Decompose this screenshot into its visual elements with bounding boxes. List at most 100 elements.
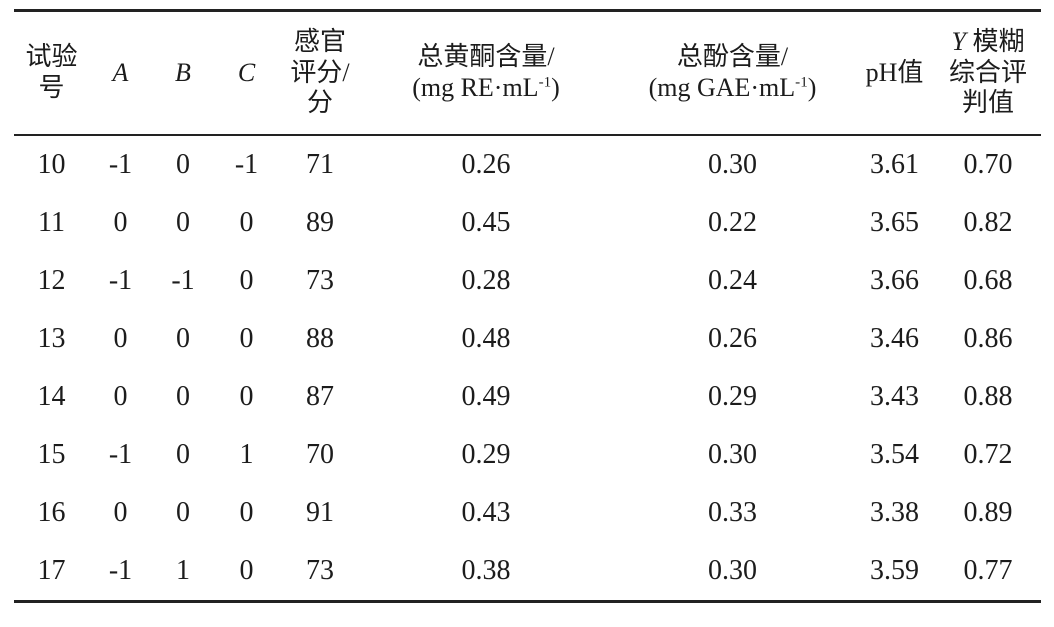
cell-factor-a: -1 xyxy=(108,555,133,586)
cell-flavonoid: 0.38 xyxy=(461,555,511,586)
cell-y-fuzzy: 0.70 xyxy=(963,149,1013,180)
col-header-factor-a: A xyxy=(89,10,152,136)
cell-y-fuzzy: 0.72 xyxy=(963,439,1013,470)
cell-test-no: 10 xyxy=(37,149,66,180)
cell-test-no: 12 xyxy=(37,265,66,296)
cell-factor-a: 0 xyxy=(113,207,128,238)
col-header-sensory-score: 感官 评分/ 分 xyxy=(279,10,361,136)
cell-flavonoid: 0.43 xyxy=(461,497,511,528)
cell-phenol: 0.29 xyxy=(708,381,757,412)
table-row: 14 0 0 0 87 0.49 0.29 3.43 0.88 xyxy=(14,368,1041,426)
col-header-y-fuzzy-label: Y 模糊 综合评 判值 xyxy=(948,26,1027,118)
flavonoid-unit-exponent: -1 xyxy=(538,74,552,91)
col-header-test-no: 试验 号 xyxy=(14,10,89,136)
cell-phenol: 0.30 xyxy=(708,149,757,180)
cell-test-no: 14 xyxy=(37,381,66,412)
col-header-flavonoid-unit: (mg RE·mL-1) xyxy=(412,73,560,102)
cell-factor-c: 0 xyxy=(239,323,254,354)
table-row: 13 0 0 0 88 0.48 0.26 3.46 0.86 xyxy=(14,310,1041,368)
cell-factor-a: 0 xyxy=(113,323,128,354)
cell-flavonoid: 0.26 xyxy=(461,149,511,180)
phenol-unit-exponent: -1 xyxy=(795,74,808,91)
table-row: 17 -1 1 0 73 0.38 0.30 3.59 0.77 xyxy=(14,542,1041,602)
cell-sensory-score: 70 xyxy=(306,439,334,470)
cell-test-no: 15 xyxy=(37,439,66,470)
cell-factor-a: -1 xyxy=(108,439,133,470)
table-row: 11 0 0 0 89 0.45 0.22 3.65 0.82 xyxy=(14,194,1041,252)
cell-factor-a: -1 xyxy=(108,265,133,296)
cell-ph: 3.65 xyxy=(870,207,919,238)
col-header-y-fuzzy: Y 模糊 综合评 判值 xyxy=(935,10,1041,136)
cell-y-fuzzy: 0.77 xyxy=(963,555,1013,586)
y-symbol: Y xyxy=(951,26,966,56)
table-row: 12 -1 -1 0 73 0.28 0.24 3.66 0.68 xyxy=(14,252,1041,310)
header-row: 试验 号 A B C 感官 评分/ 分 总黄酮含量/ (mg RE·mL-1) xyxy=(14,10,1041,136)
cell-flavonoid: 0.28 xyxy=(461,265,511,296)
cell-factor-c: 1 xyxy=(239,439,254,470)
cell-factor-c: 0 xyxy=(239,265,254,296)
cell-flavonoid: 0.49 xyxy=(461,381,511,412)
cell-ph: 3.61 xyxy=(870,149,919,180)
cell-factor-b: 0 xyxy=(176,381,190,412)
cell-test-no: 16 xyxy=(37,497,66,528)
cell-sensory-score: 87 xyxy=(306,381,334,412)
cell-sensory-score: 89 xyxy=(306,207,334,238)
cell-phenol: 0.33 xyxy=(708,497,757,528)
cell-factor-c: 0 xyxy=(239,497,254,528)
cell-ph: 3.66 xyxy=(870,265,919,296)
cell-y-fuzzy: 0.88 xyxy=(963,381,1013,412)
col-header-flavonoid-name: 总黄酮含量/ xyxy=(417,42,555,72)
cell-factor-b: 0 xyxy=(176,207,190,238)
cell-factor-a: 0 xyxy=(113,497,128,528)
cell-sensory-score: 88 xyxy=(306,323,334,354)
cell-phenol: 0.30 xyxy=(708,555,757,586)
cell-factor-b: 0 xyxy=(176,497,190,528)
cell-test-no: 17 xyxy=(37,555,66,586)
cell-test-no: 11 xyxy=(38,207,65,238)
col-header-factor-b: B xyxy=(152,10,214,136)
cell-y-fuzzy: 0.86 xyxy=(963,323,1013,354)
table-row: 16 0 0 0 91 0.43 0.33 3.38 0.89 xyxy=(14,484,1041,542)
cell-ph: 3.59 xyxy=(870,555,919,586)
cell-ph: 3.54 xyxy=(870,439,919,470)
col-header-phenol: 总酚含量/ (mg GAE·mL-1) xyxy=(611,10,854,136)
cell-sensory-score: 91 xyxy=(306,497,334,528)
cell-factor-a: 0 xyxy=(113,381,128,412)
cell-ph: 3.46 xyxy=(870,323,919,354)
cell-phenol: 0.30 xyxy=(708,439,757,470)
cell-ph: 3.43 xyxy=(870,381,919,412)
cell-test-no: 13 xyxy=(37,323,66,354)
cell-factor-b: 0 xyxy=(176,149,190,180)
cell-factor-c: 0 xyxy=(239,555,254,586)
col-header-ph: pH值 xyxy=(854,10,935,136)
col-header-factor-c-label: C xyxy=(237,57,256,87)
col-header-factor-a-label: A xyxy=(112,57,129,87)
cell-flavonoid: 0.48 xyxy=(461,323,511,354)
col-header-factor-b-label: B xyxy=(175,57,191,87)
results-table: 试验 号 A B C 感官 评分/ 分 总黄酮含量/ (mg RE·mL-1) xyxy=(14,9,1041,603)
cell-y-fuzzy: 0.82 xyxy=(963,207,1013,238)
cell-y-fuzzy: 0.89 xyxy=(963,497,1013,528)
cell-sensory-score: 73 xyxy=(306,265,334,296)
cell-factor-b: 1 xyxy=(176,555,190,586)
cell-sensory-score: 71 xyxy=(306,149,334,180)
cell-factor-b: 0 xyxy=(176,323,190,354)
cell-factor-b: -1 xyxy=(171,265,195,296)
cell-flavonoid: 0.45 xyxy=(461,207,511,238)
cell-factor-c: 0 xyxy=(239,207,254,238)
col-header-ph-label: pH值 xyxy=(865,57,924,87)
col-header-phenol-name: 总酚含量/ xyxy=(676,42,789,72)
col-header-phenol-unit: (mg GAE·mL-1) xyxy=(648,73,817,102)
table-body: 10 -1 0 -1 71 0.26 0.30 3.61 0.70 11 0 0… xyxy=(14,135,1041,602)
cell-ph: 3.38 xyxy=(870,497,919,528)
cell-factor-c: 0 xyxy=(239,381,254,412)
cell-sensory-score: 73 xyxy=(306,555,334,586)
cell-factor-c: -1 xyxy=(234,149,259,180)
cell-flavonoid: 0.29 xyxy=(461,439,511,470)
table-row: 10 -1 0 -1 71 0.26 0.30 3.61 0.70 xyxy=(14,135,1041,194)
cell-phenol: 0.26 xyxy=(708,323,757,354)
col-header-factor-c: C xyxy=(214,10,279,136)
cell-factor-b: 0 xyxy=(176,439,190,470)
col-header-sensory-score-label: 感官 评分/ 分 xyxy=(290,26,350,118)
